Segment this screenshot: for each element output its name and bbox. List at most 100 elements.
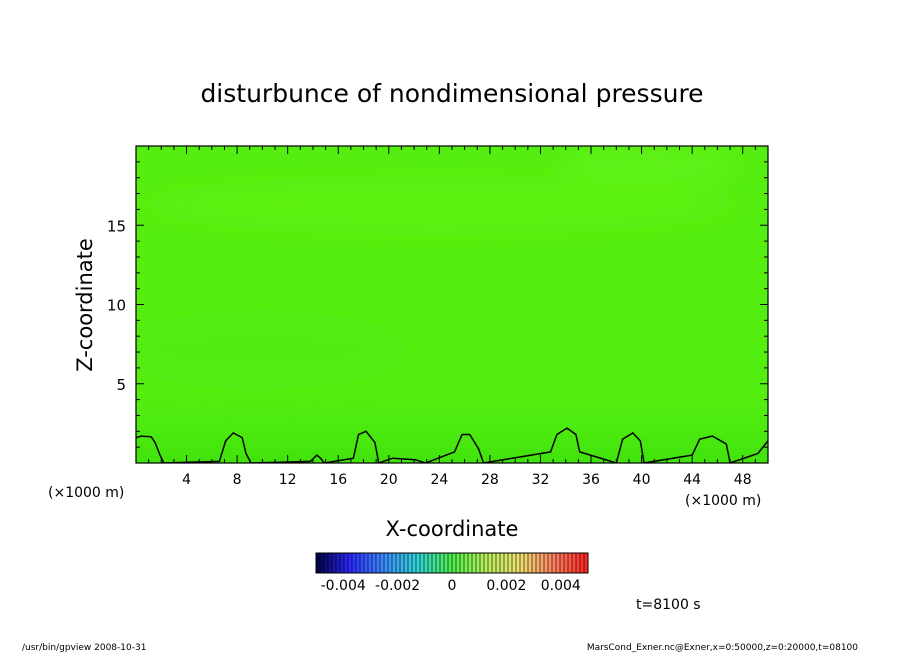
y-tick-label: 15 <box>107 217 126 235</box>
colorbar-bin <box>368 553 373 573</box>
colorbar-bin <box>436 553 441 573</box>
colorbar-bin <box>320 553 325 573</box>
colorbar-bin <box>480 553 485 573</box>
colorbar-bin <box>432 553 437 573</box>
colorbar-bin <box>552 553 557 573</box>
colorbar-bin <box>424 553 429 573</box>
colorbar-bin <box>468 553 473 573</box>
colorbar-bin <box>456 553 461 573</box>
colorbar-bin <box>316 553 321 573</box>
colorbar-bin <box>380 553 385 573</box>
colorbar-bin <box>324 553 329 573</box>
colorbar-bin <box>492 553 497 573</box>
colorbar-frame <box>315 552 589 574</box>
colorbar-bin <box>548 553 553 573</box>
colorbar-bin <box>560 553 565 573</box>
colorbar-bin <box>356 553 361 573</box>
colorbar-bin <box>516 553 521 573</box>
colorbar-bin <box>564 553 569 573</box>
colorbar-bin <box>416 553 421 573</box>
colorbar-bin <box>452 553 457 573</box>
colorbar-bin <box>400 553 405 573</box>
colorbar-bin <box>336 553 341 573</box>
colorbar-tick-label: 0 <box>448 578 457 594</box>
contour-line <box>136 427 768 463</box>
colorbar-bin <box>352 553 357 573</box>
colorbar-bin <box>472 553 477 573</box>
colorbar-bin <box>392 553 397 573</box>
x-tick-label: 4 <box>182 472 191 488</box>
colorbar-tick-label: 0.002 <box>486 578 526 594</box>
colorbar-bin <box>528 553 533 573</box>
colorbar-bin <box>444 553 449 573</box>
x-tick-label: 8 <box>233 472 242 488</box>
colorbar-bin <box>488 553 493 573</box>
field-bottom-shade <box>136 395 768 463</box>
y-tick-label: 5 <box>116 376 126 394</box>
colorbar-bin <box>360 553 365 573</box>
colorbar-bin <box>428 553 433 573</box>
colorbar-bin <box>340 553 345 573</box>
colorbar-bin <box>512 553 517 573</box>
colorbar-bin <box>464 553 469 573</box>
x-tick-label: 36 <box>582 472 600 488</box>
colorbar-bin <box>384 553 389 573</box>
x-tick-label: 40 <box>633 472 651 488</box>
colorbar-bin <box>388 553 393 573</box>
colorbar-bin <box>556 553 561 573</box>
colorbar-bin <box>332 553 337 573</box>
colorbar-bin <box>448 553 453 573</box>
x-tick-label: 48 <box>734 472 752 488</box>
colorbar-bin <box>572 553 577 573</box>
colorbar-tick-label: -0.002 <box>375 578 420 594</box>
colorbar-bin <box>576 553 581 573</box>
colorbar-bin <box>476 553 481 573</box>
colorbar-bin <box>408 553 413 573</box>
colorbar-bin <box>420 553 425 573</box>
colorbar-bin <box>396 553 401 573</box>
x-axis-label: X-coordinate <box>386 517 519 541</box>
x-tick-label: 32 <box>532 472 550 488</box>
colorbar-bin <box>520 553 525 573</box>
colorbar-bin <box>412 553 417 573</box>
footer-left: /usr/bin/gpview 2008-10-31 <box>22 643 146 653</box>
y-tick-label: 10 <box>107 297 126 315</box>
chart-title: disturbunce of nondimensional pressure <box>200 79 703 108</box>
colorbar-bin <box>404 553 409 573</box>
colorbar-bin <box>440 553 445 573</box>
colorbar-bin <box>540 553 545 573</box>
x-tick-label: 44 <box>683 472 701 488</box>
colorbar-bin <box>508 553 513 573</box>
colorbar-bin <box>460 553 465 573</box>
colorbar-bin <box>536 553 541 573</box>
colorbar-bin <box>348 553 353 573</box>
y-axis-ticks: 5 10 15 <box>107 161 768 448</box>
colorbar-bin <box>568 553 573 573</box>
colorbar-bin <box>376 553 381 573</box>
colorbar-bin <box>580 553 585 573</box>
x-tick-label: 16 <box>329 472 347 488</box>
x-tick-label: 12 <box>279 472 297 488</box>
colorbar <box>315 553 589 573</box>
colorbar-bin <box>372 553 377 573</box>
colorbar-bin <box>504 553 509 573</box>
colorbar-bin <box>364 553 369 573</box>
colorbar-tick-label: 0.004 <box>541 578 581 594</box>
x-unit-right: (×1000 m) <box>685 493 761 509</box>
x-tick-label: 24 <box>430 472 448 488</box>
plot-area <box>136 146 768 463</box>
x-tick-label: 20 <box>380 472 398 488</box>
colorbar-bin <box>484 553 489 573</box>
x-unit-left: (×1000 m) <box>48 485 124 501</box>
colorbar-tick-label: -0.004 <box>321 578 366 594</box>
colorbar-bin <box>496 553 501 573</box>
x-tick-label: 28 <box>481 472 499 488</box>
colorbar-bin <box>524 553 529 573</box>
colorbar-bin <box>344 553 349 573</box>
x-axis-ticks: 4 8 12 16 20 24 28 32 36 40 44 48 <box>148 146 756 488</box>
colorbar-tick-labels: -0.004 -0.002 0 0.002 0.004 <box>321 578 581 594</box>
colorbar-bin <box>584 553 589 573</box>
colorbar-bin <box>532 553 537 573</box>
y-axis-label: Z-coordinate <box>73 238 97 372</box>
